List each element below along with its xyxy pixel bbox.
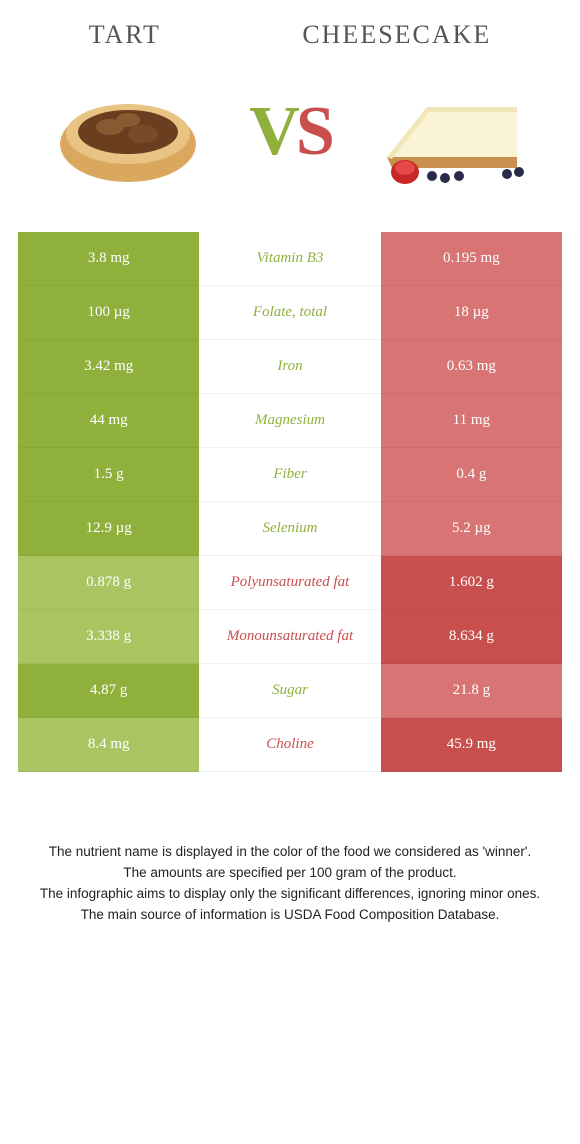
table-row: 3.8 mgVitamin B30.195 mg <box>18 232 562 286</box>
nutrient-label: Magnesium <box>199 394 380 448</box>
right-value: 0.4 g <box>381 448 562 502</box>
footnote-4: The main source of information is USDA F… <box>32 905 548 926</box>
title-left: Tart <box>89 20 161 50</box>
table-row: 8.4 mgCholine45.9 mg <box>18 718 562 772</box>
left-value: 100 µg <box>18 286 199 340</box>
table-row: 1.5 gFiber0.4 g <box>18 448 562 502</box>
right-value: 45.9 mg <box>381 718 562 772</box>
left-value: 0.878 g <box>18 556 199 610</box>
footnotes: The nutrient name is displayed in the co… <box>18 842 562 926</box>
header: Tart Cheesecake <box>18 20 562 50</box>
table-row: 3.42 mgIron0.63 mg <box>18 340 562 394</box>
right-value: 0.195 mg <box>381 232 562 286</box>
right-value: 5.2 µg <box>381 502 562 556</box>
table-row: 44 mgMagnesium11 mg <box>18 394 562 448</box>
left-value: 3.8 mg <box>18 232 199 286</box>
right-value: 18 µg <box>381 286 562 340</box>
nutrient-label: Polyunsaturated fat <box>199 556 380 610</box>
nutrient-label: Sugar <box>199 664 380 718</box>
nutrient-label: Monounsaturated fat <box>199 610 380 664</box>
nutrient-label: Selenium <box>199 502 380 556</box>
right-value: 8.634 g <box>381 610 562 664</box>
left-value: 44 mg <box>18 394 199 448</box>
vs-s: S <box>296 93 331 170</box>
left-value: 8.4 mg <box>18 718 199 772</box>
right-value: 21.8 g <box>381 664 562 718</box>
left-value: 12.9 µg <box>18 502 199 556</box>
left-value: 3.338 g <box>18 610 199 664</box>
footnote-2: The amounts are specified per 100 gram o… <box>32 863 548 884</box>
table-row: 0.878 gPolyunsaturated fat1.602 g <box>18 556 562 610</box>
nutrient-label: Fiber <box>199 448 380 502</box>
nutrient-label: Choline <box>199 718 380 772</box>
cheesecake-image <box>362 62 542 202</box>
table-row: 12.9 µgSelenium5.2 µg <box>18 502 562 556</box>
vs-v: V <box>249 93 296 170</box>
right-value: 1.602 g <box>381 556 562 610</box>
left-value: 1.5 g <box>18 448 199 502</box>
right-value: 11 mg <box>381 394 562 448</box>
vs-label: VS <box>249 92 331 172</box>
footnote-3: The infographic aims to display only the… <box>32 884 548 905</box>
nutrient-label: Iron <box>199 340 380 394</box>
footnote-1: The nutrient name is displayed in the co… <box>32 842 548 863</box>
table-row: 100 µgFolate, total18 µg <box>18 286 562 340</box>
table-row: 4.87 gSugar21.8 g <box>18 664 562 718</box>
image-row: VS <box>18 62 562 232</box>
title-right: Cheesecake <box>302 20 491 50</box>
table-row: 3.338 gMonounsaturated fat8.634 g <box>18 610 562 664</box>
nutrient-table: 3.8 mgVitamin B30.195 mg100 µgFolate, to… <box>18 232 562 772</box>
nutrient-label: Folate, total <box>199 286 380 340</box>
left-value: 3.42 mg <box>18 340 199 394</box>
right-value: 0.63 mg <box>381 340 562 394</box>
left-value: 4.87 g <box>18 664 199 718</box>
tart-image <box>38 62 218 202</box>
nutrient-label: Vitamin B3 <box>199 232 380 286</box>
